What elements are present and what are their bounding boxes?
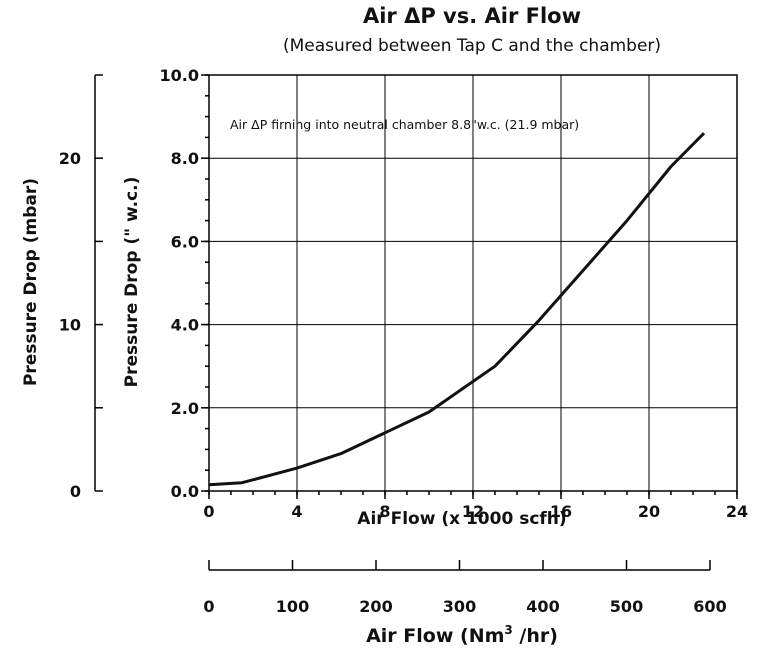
x-tick-label: 4 — [291, 502, 302, 521]
secondary-x-tick-label: 0 — [203, 597, 214, 616]
y-tick-label: 2.0 — [171, 399, 199, 418]
chart-title: Air ΔP vs. Air Flow — [363, 4, 581, 28]
chart-annotation: Air ΔP firning into neutral chamber 8.8"… — [230, 117, 579, 132]
secondary-y-tick-label: 10 — [59, 316, 81, 335]
axes-layer — [94, 74, 738, 571]
secondary-y-axis-label: Pressure Drop (mbar) — [21, 178, 41, 386]
secondary-x-tick-label: 300 — [443, 597, 476, 616]
y-tick-label: 0.0 — [171, 482, 199, 501]
x-axis-label: Air Flow (x 1000 scfh) — [357, 509, 566, 529]
x-tick-label: 24 — [726, 502, 748, 521]
secondary-x-axis-label: Air Flow (Nm3 /hr) — [366, 623, 558, 647]
secondary-x-axis-label-main: Air Flow (Nm — [366, 625, 504, 647]
secondary-x-axis-label-end: /hr) — [513, 625, 558, 647]
x-tick-label: 0 — [203, 502, 214, 521]
secondary-y-tick-label: 0 — [70, 482, 81, 501]
y-tick-label: 8.0 — [171, 149, 199, 168]
secondary-x-tick-label: 100 — [276, 597, 309, 616]
y-axis-label: Pressure Drop (" w.c.) — [122, 177, 142, 388]
x-tick-label: 12 — [462, 502, 484, 521]
text-layer: Air ΔP vs. Air Flow (Measured between Ta… — [21, 4, 748, 647]
secondary-y-tick-label: 20 — [59, 149, 81, 168]
grid-layer — [209, 75, 737, 491]
x-tick-label: 20 — [638, 502, 660, 521]
secondary-x-tick-label: 200 — [359, 597, 392, 616]
y-tick-label: 4.0 — [171, 316, 199, 335]
y-tick-label: 6.0 — [171, 232, 199, 251]
x-tick-label: 16 — [550, 502, 572, 521]
y-tick-label: 10.0 — [160, 66, 199, 85]
secondary-x-tick-label: 400 — [526, 597, 559, 616]
x-tick-label: 8 — [379, 502, 390, 521]
secondary-x-tick-label: 600 — [693, 597, 726, 616]
series-line — [208, 132, 706, 487]
secondary-x-tick-label: 500 — [610, 597, 643, 616]
series-layer — [208, 132, 706, 487]
secondary-x-axis-label-sup: 3 — [504, 623, 512, 637]
chart-subtitle: (Measured between Tap C and the chamber) — [283, 36, 661, 56]
